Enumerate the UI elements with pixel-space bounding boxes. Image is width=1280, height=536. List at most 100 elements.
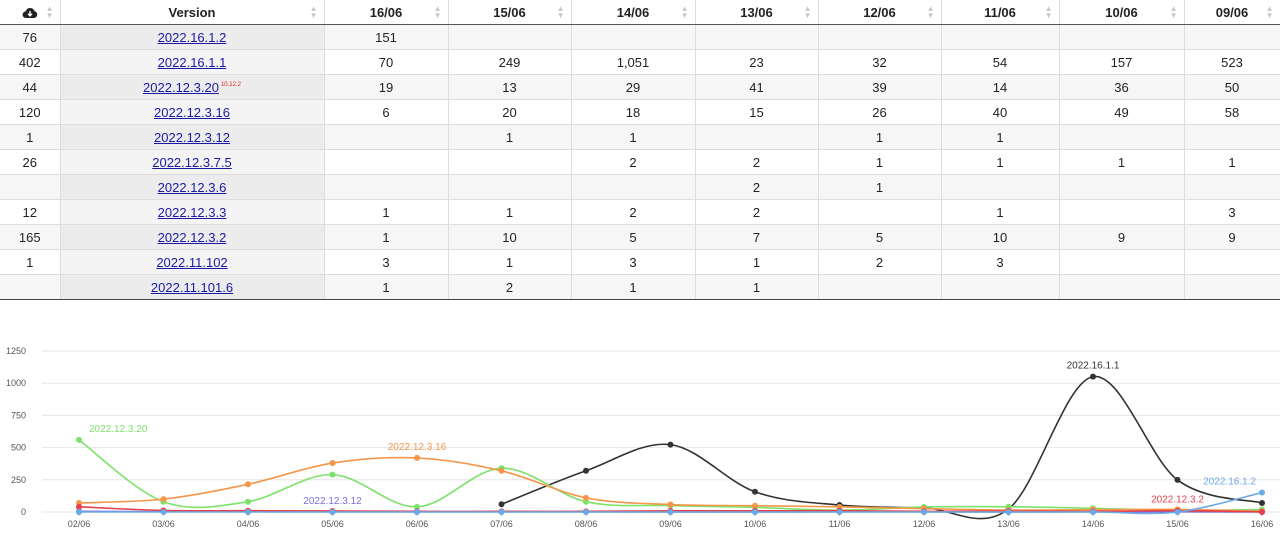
column-header-date[interactable]: 09/06 ▲ ▼ (1184, 0, 1280, 25)
daily-downloads-cell (1059, 249, 1185, 275)
data-point (329, 460, 336, 467)
version-cell: 2022.12.3.20 10.12.2 (60, 74, 325, 100)
version-cell: 2022.12.3.3 (60, 199, 325, 225)
version-link[interactable]: 2022.12.3.16 (154, 104, 230, 120)
daily-downloads-cell (448, 174, 572, 200)
table-row: 2022.12.3.6 2 1 (0, 174, 1280, 200)
daily-downloads-cell: 523 (1184, 49, 1280, 75)
daily-downloads-cell: 2 (571, 199, 696, 225)
daily-downloads-cell: 49 (1059, 99, 1185, 125)
data-point (583, 467, 589, 474)
column-header-total[interactable]: ▲ ▼ (0, 0, 61, 25)
version-link[interactable]: 2022.16.1.1 (157, 54, 227, 70)
y-tick-label: 750 (11, 410, 26, 420)
daily-downloads-cell (324, 149, 449, 175)
x-tick-label: 15/06 (1166, 519, 1189, 529)
version-link[interactable]: 2022.12.3.6 (157, 179, 227, 195)
version-link[interactable]: 2022.12.3.2 (157, 229, 227, 245)
daily-downloads-cell: 3 (1184, 199, 1280, 225)
version-link[interactable]: 2022.12.3.7.5 (152, 154, 232, 170)
date-header-label: 16/06 (369, 4, 403, 20)
date-header-label: 11/06 (984, 4, 1016, 20)
daily-downloads-cell (448, 24, 572, 50)
column-header-date[interactable]: 16/06 ▲ ▼ (324, 0, 449, 25)
table-row: 1 2022.11.102 3 1 3 1 2 3 (0, 249, 1280, 275)
daily-downloads-cell: 1 (571, 274, 696, 300)
data-point (836, 509, 843, 515)
version-link[interactable]: 2022.11.101.6 (150, 279, 234, 295)
y-tick-label: 1000 (6, 378, 26, 388)
data-point (1259, 508, 1265, 515)
column-header-date[interactable]: 14/06 ▲ ▼ (571, 0, 696, 25)
y-tick-label: 250 (11, 475, 26, 485)
data-point (76, 509, 82, 515)
daily-downloads-cell (818, 274, 942, 300)
table-body: 76 2022.16.1.2 151 402 2022.16.1.1 70 249 1,051… (0, 24, 1280, 300)
data-point (1174, 476, 1181, 483)
column-header-version[interactable]: Version ▲ ▼ (60, 0, 325, 25)
x-tick-label: 05/06 (321, 519, 344, 529)
data-point (667, 501, 674, 508)
data-point (245, 481, 251, 488)
daily-downloads-cell: 2 (448, 274, 572, 300)
data-point (498, 501, 505, 508)
sort-arrows-icon: ▲ ▼ (1265, 4, 1274, 20)
daily-downloads-cell: 5 (571, 224, 696, 250)
daily-downloads-cell: 5 (818, 224, 942, 250)
version-link[interactable]: 2022.12.3.20 (143, 79, 219, 95)
date-header-label: 13/06 (740, 4, 773, 20)
daily-downloads-cell: 23 (695, 49, 819, 75)
downloads-line-chart: 0 250 500 750 1000 1250 02/06 03/06 04/06 05/06 06… (6, 346, 1280, 529)
daily-downloads-cell: 3 (324, 249, 449, 275)
column-header-date[interactable]: 13/06 ▲ ▼ (695, 0, 819, 25)
series-label: 2022.16.1.1 (1067, 361, 1120, 372)
data-point (245, 498, 251, 505)
daily-downloads-cell: 1 (571, 124, 696, 150)
daily-downloads-cell: 32 (818, 49, 942, 75)
total-downloads-cell: 165 (0, 224, 61, 250)
column-header-date[interactable]: 10/06 ▲ ▼ (1059, 0, 1185, 25)
daily-downloads-cell: 7 (695, 224, 819, 250)
daily-downloads-cell (324, 124, 449, 150)
daily-downloads-cell: 19 (324, 74, 449, 100)
version-link[interactable]: 2022.11.102 (156, 254, 228, 270)
version-link[interactable]: 2022.16.1.2 (157, 29, 227, 45)
daily-downloads-cell (448, 149, 572, 175)
total-downloads-cell: 44 (0, 74, 61, 100)
total-downloads-cell: 1 (0, 249, 61, 275)
daily-downloads-cell (1059, 124, 1185, 150)
daily-downloads-cell: 1 (695, 274, 819, 300)
sort-arrows-icon: ▲ ▼ (556, 4, 565, 20)
total-downloads-cell: 76 (0, 24, 61, 50)
daily-downloads-cell (324, 174, 449, 200)
daily-downloads-cell: 39 (818, 74, 942, 100)
version-header-label: Version (168, 4, 216, 20)
version-link[interactable]: 2022.12.3.12 (154, 129, 230, 145)
x-tick-label: 06/06 (406, 519, 429, 529)
version-cell: 2022.12.3.16 (60, 99, 325, 125)
series-label: 2022.16.1.2 (1203, 477, 1256, 488)
daily-downloads-cell: 1 (448, 249, 572, 275)
daily-downloads-cell (941, 174, 1060, 200)
x-tick-label: 14/06 (1082, 519, 1105, 529)
daily-downloads-cell (1184, 124, 1280, 150)
daily-downloads-cell: 9 (1184, 224, 1280, 250)
version-cell: 2022.11.102 (60, 249, 325, 275)
table-row: 402 2022.16.1.1 70 249 1,051 23 32 54 157 523 (0, 49, 1280, 75)
daily-downloads-cell (1059, 174, 1185, 200)
daily-downloads-cell: 10 (941, 224, 1060, 250)
column-header-date[interactable]: 15/06 ▲ ▼ (448, 0, 572, 25)
version-cell: 2022.12.3.6 (60, 174, 325, 200)
column-header-date[interactable]: 12/06 ▲ ▼ (818, 0, 942, 25)
version-link[interactable]: 2022.12.3.3 (157, 204, 227, 220)
data-point (752, 509, 758, 515)
sort-arrows-icon: ▲ ▼ (680, 4, 689, 20)
column-header-date[interactable]: 11/06 ▲ ▼ (941, 0, 1060, 25)
daily-downloads-cell: 10 (448, 224, 572, 250)
daily-downloads-cell: 1 (324, 199, 449, 225)
y-tick-label: 0 (21, 507, 26, 517)
daily-downloads-cell: 20 (448, 99, 572, 125)
total-downloads-cell: 1 (0, 124, 61, 150)
x-tick-label: 09/06 (659, 519, 682, 529)
table-row: 26 2022.12.3.7.5 2 2 1 1 1 1 (0, 149, 1280, 175)
